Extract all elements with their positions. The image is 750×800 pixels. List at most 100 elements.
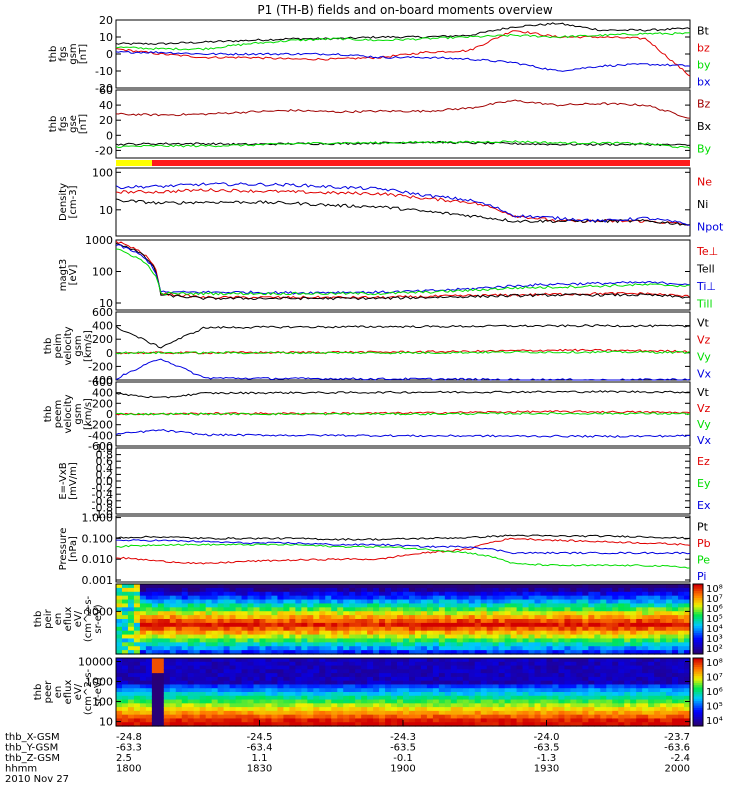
heatmap-cell [540, 615, 548, 620]
heatmap-cell [474, 669, 482, 674]
heatmap-cell [474, 722, 482, 727]
heatmap-cell [426, 680, 434, 686]
heatmap-cell [624, 611, 631, 616]
heatmap-cell [325, 669, 332, 674]
heatmap-cell [432, 603, 440, 608]
heatmap-cell [534, 626, 542, 632]
heatmap-cell [349, 642, 356, 647]
heatmap-cell [325, 630, 332, 636]
heatmap-cell [175, 584, 183, 589]
heatmap-cell [438, 661, 446, 667]
heatmap-cell [271, 642, 279, 647]
heatmap-cell [349, 695, 356, 701]
colorbar-swatch [693, 692, 703, 695]
heatmap-cell [450, 646, 458, 651]
heatmap-cell [648, 599, 655, 605]
heatmap-cell [486, 680, 494, 686]
heatmap-cell [450, 584, 458, 589]
heatmap-cell [606, 591, 613, 597]
colorbar-swatch [693, 694, 703, 698]
heatmap-cell [528, 692, 536, 697]
heatmap-cell [349, 603, 356, 608]
heatmap-cell [349, 722, 356, 727]
heatmap-cell [624, 615, 631, 620]
heatmap-cell [672, 642, 679, 647]
heatmap-cell [540, 607, 548, 612]
heatmap-cell [391, 584, 398, 589]
heatmap-cell [420, 584, 428, 589]
heatmap-cell [391, 665, 398, 670]
heatmap-cell [522, 595, 530, 601]
heatmap-cell [307, 591, 314, 597]
heatmap-cell [654, 642, 661, 647]
heatmap-cell [175, 710, 183, 716]
heatmap-cell [432, 607, 440, 612]
heatmap-cell [522, 710, 530, 716]
heatmap-cell [385, 626, 392, 632]
heatmap-cell [474, 646, 482, 651]
heatmap-cell [271, 595, 279, 601]
heatmap-cell [259, 595, 267, 601]
heatmap-cell [337, 684, 344, 689]
heatmap-cell [307, 699, 314, 704]
heatmap-cell [319, 607, 326, 612]
heatmap-cell [373, 699, 380, 704]
heatmap-cell [504, 638, 512, 643]
heatmap-cell [127, 599, 135, 605]
heatmap-cell [229, 615, 237, 620]
heatmap-cell [414, 611, 422, 616]
heatmap-cell [534, 591, 542, 597]
heatmap-cell [379, 722, 386, 727]
heatmap-cell [343, 626, 350, 632]
heatmap-cell [480, 646, 488, 651]
heatmap-cell [139, 695, 147, 701]
heatmap-cell [199, 722, 207, 727]
heatmap-cell [361, 626, 368, 632]
heatmap-cell [552, 642, 560, 647]
heatmap-cell [672, 673, 679, 678]
heatmap-cell [516, 695, 524, 701]
heatmap-cell [684, 603, 691, 608]
heatmap-cell [558, 665, 566, 670]
heatmap-cell [247, 684, 255, 689]
heatmap-cell [361, 638, 368, 643]
heatmap-cell [540, 587, 548, 593]
heatmap-cell [522, 688, 530, 693]
heatmap-cell [241, 707, 249, 712]
heatmap-cell [145, 595, 153, 601]
legend-entry: Tell [696, 262, 715, 275]
heatmap-cell [277, 591, 285, 597]
heatmap-cell [229, 710, 237, 716]
heatmap-cell [229, 603, 237, 608]
heatmap-cell [552, 699, 560, 704]
heatmap-cell [361, 695, 368, 701]
heatmap-cell [408, 626, 416, 632]
heatmap-cell [678, 665, 685, 670]
heatmap-cell [624, 595, 631, 601]
heatmap-cell [672, 626, 679, 632]
heatmap-cell [199, 595, 207, 601]
heatmap-cell [678, 587, 685, 593]
heatmap-cell [552, 669, 560, 674]
heatmap-cell [408, 714, 416, 720]
y-tick-label: -0.6 [92, 495, 113, 508]
heatmap-cell [474, 695, 482, 701]
heatmap-cell [642, 699, 649, 704]
heatmap-cell [247, 626, 255, 632]
heatmap-cell [241, 692, 249, 697]
heatmap-cell [618, 714, 625, 720]
heatmap-cell [379, 634, 386, 640]
heatmap-cell [588, 722, 595, 727]
heatmap-cell [277, 688, 285, 693]
heatmap-cell [169, 703, 177, 708]
heatmap-cell [343, 718, 350, 723]
heatmap-cell [355, 673, 362, 678]
heatmap-cell [642, 658, 649, 663]
heatmap-cell [283, 669, 290, 674]
heatmap-cell [654, 584, 661, 589]
heatmap-cell [684, 615, 691, 620]
heatmap-cell [319, 591, 326, 597]
heatmap-cell [576, 584, 583, 589]
heatmap-cell [319, 695, 326, 701]
heatmap-cell [582, 646, 589, 651]
